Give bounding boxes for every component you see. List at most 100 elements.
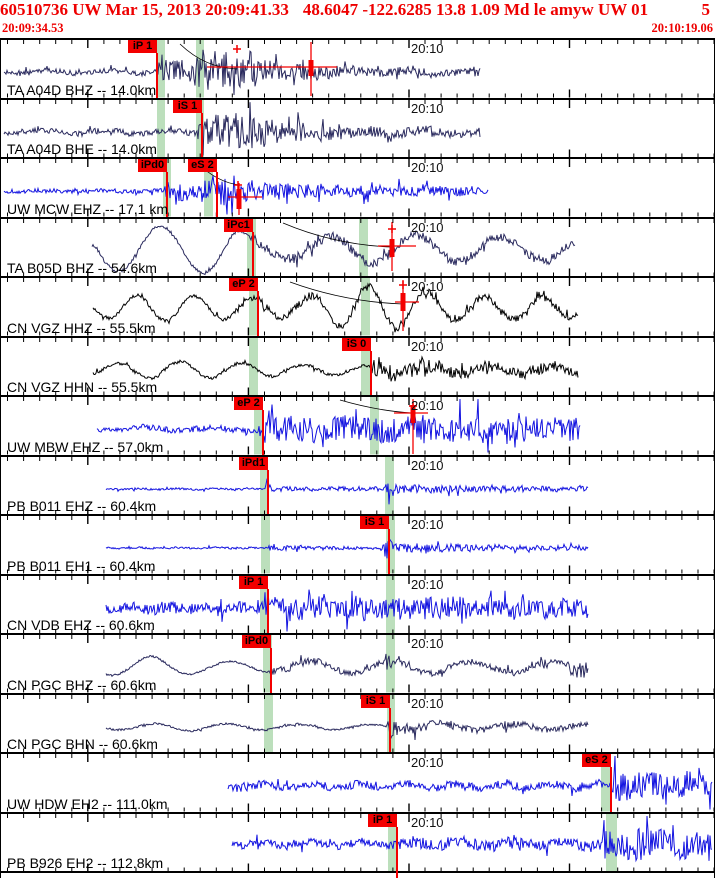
minute-time-label: 20:10	[411, 576, 444, 592]
waveform-trace	[105, 538, 589, 559]
minute-time-label: 20:10	[411, 398, 444, 413]
trace-panel[interactable]: eS 2 20:10 UW HDW EH2 -- 111.0km	[0, 752, 715, 812]
waveform-canvas[interactable]	[0, 99, 715, 158]
second-ticks	[7, 337, 715, 395]
waveform-trace	[105, 476, 589, 504]
waveform-canvas[interactable]	[0, 516, 715, 574]
trace-panel[interactable]: iP 1 20:10 TA A04D BHZ -- 14.0km	[0, 38, 715, 98]
station-label: CN PGC BHN -- 60.6km	[7, 736, 158, 752]
pick-flag[interactable]: iP 1	[128, 40, 157, 53]
pick-time-line[interactable]	[370, 350, 372, 395]
pick-time-line[interactable]	[201, 112, 203, 157]
ten-second-ticks	[87, 813, 571, 871]
ten-second-ticks	[87, 218, 571, 276]
phase-window-band	[359, 218, 368, 276]
pick-flag[interactable]: iS 0	[342, 337, 371, 351]
second-ticks	[7, 99, 715, 157]
pick-flag[interactable]: eP 2	[229, 278, 258, 291]
pick-flag[interactable]: eS 2	[582, 754, 611, 767]
second-ticks	[7, 159, 715, 217]
pick-time-line[interactable]	[216, 172, 218, 217]
coda-duration-marker[interactable]	[207, 42, 337, 96]
pick-time-line[interactable]	[389, 707, 391, 752]
pick-time-line[interactable]	[262, 410, 264, 455]
trace-panel[interactable]: iP 1 20:10 CN VDB EHZ -- 60.6km	[0, 573, 715, 634]
waveform-canvas[interactable]	[0, 337, 715, 396]
trace-panel[interactable]: iP 1 20:10 PB B926 EH2 -- 112.8km	[0, 811, 715, 878]
phase-window-band	[254, 397, 263, 455]
trace-panel[interactable]: eP 2 20:10 CN VGZ HHZ -- 55.5km	[0, 276, 715, 336]
waveform-trace	[227, 755, 713, 810]
waveform-trace	[92, 354, 579, 382]
trace-panel[interactable]: iPd0 eS 2 20:10 UW MCW EHZ -- 17.1 km	[0, 157, 715, 217]
waveform-canvas[interactable]	[0, 694, 715, 753]
second-ticks	[7, 456, 715, 514]
pick-flag[interactable]: iP 1	[239, 575, 268, 589]
phase-window-band	[261, 516, 270, 574]
trace-panel[interactable]: iPc1 20:10 TA B05D BHZ -- 54.6km	[0, 216, 715, 277]
pick-time-line[interactable]	[267, 588, 269, 633]
pick-flag[interactable]: iPd0	[138, 159, 167, 172]
pick-flag[interactable]: eP 2	[234, 397, 263, 410]
waveform-canvas[interactable]	[0, 40, 715, 98]
ten-second-ticks	[87, 575, 571, 633]
phase-window-band	[249, 278, 258, 336]
waveform-canvas[interactable]	[0, 159, 715, 217]
pick-time-line[interactable]	[388, 529, 390, 574]
pick-flag[interactable]: iP 1	[368, 813, 397, 827]
station-label: CN VGZ HHN -- 55.5km	[7, 379, 158, 395]
pick-flag[interactable]: eS 2	[188, 159, 217, 172]
trace-panel[interactable]: eP 2 20:10 UW MBW EHZ -- 57.0km	[0, 395, 715, 455]
pick-flag[interactable]: iS 1	[360, 516, 389, 529]
ten-second-ticks	[87, 516, 571, 574]
phase-window-band	[196, 99, 204, 157]
pick-time-line[interactable]	[166, 172, 168, 217]
trace-panel[interactable]: iPd0 20:10 CN PGC BHZ -- 60.6km	[0, 633, 715, 693]
trace-panel[interactable]: iS 1 20:10 TA A04D BHE -- 14.0km	[0, 97, 715, 158]
coda-duration-marker[interactable]	[394, 399, 428, 454]
second-ticks	[7, 575, 715, 633]
trace-panel[interactable]: iPd1 20:10 PB B011 EHZ -- 60.4km	[0, 454, 715, 514]
minute-time-label: 20:10	[411, 279, 444, 294]
phase-window-band	[361, 278, 370, 336]
trace-panel[interactable]: iS 1 20:10 PB B011 EH1 -- 60.4km	[0, 514, 715, 574]
pick-time-line[interactable]	[156, 53, 158, 98]
trace-panel[interactable]: iS 0 20:10 CN VGZ HHN -- 55.5km	[0, 335, 715, 396]
pick-time-line[interactable]	[267, 469, 269, 514]
bottom-time-axis	[0, 871, 715, 878]
pick-time-line[interactable]	[257, 291, 259, 336]
waveform-canvas[interactable]	[0, 218, 715, 277]
pick-flag[interactable]: iPd0	[242, 635, 271, 648]
coda-duration-marker[interactable]	[395, 280, 419, 331]
minute-time-label: 20:10	[411, 338, 444, 354]
second-ticks	[7, 635, 715, 693]
minute-time-label: 20:10	[411, 160, 444, 175]
pick-time-line[interactable]	[252, 231, 254, 276]
second-ticks	[7, 516, 715, 574]
waveform-canvas[interactable]	[0, 397, 715, 455]
pick-time-line[interactable]	[396, 826, 398, 878]
waveform-canvas[interactable]	[0, 575, 715, 634]
pick-time-line[interactable]	[610, 767, 612, 812]
station-label: UW HDW EH2 -- 111.0km	[7, 795, 168, 812]
pick-flag[interactable]: iPc1	[224, 218, 253, 232]
minute-time-label: 20:10	[411, 517, 444, 532]
pick-time-line[interactable]	[270, 648, 272, 693]
waveform-canvas[interactable]	[0, 813, 715, 872]
pick-flag[interactable]: iS 1	[173, 99, 202, 113]
second-ticks	[7, 694, 715, 752]
minute-time-label: 20:10	[411, 814, 444, 830]
trace-panel[interactable]: iS 1 20:10 CN PGC BHN -- 60.6km	[0, 692, 715, 753]
station-label: TA B05D BHZ -- 54.6km	[7, 260, 157, 276]
coda-duration-marker[interactable]	[228, 181, 262, 215]
waveform-canvas[interactable]	[0, 754, 715, 812]
coda-decay-curve	[289, 281, 404, 305]
minute-time-label: 20:10	[411, 100, 444, 116]
event-summary-line: 60510736 UW Mar 15, 2013 20:09:41.33 48.…	[0, 0, 715, 21]
pick-flag[interactable]: iS 1	[361, 694, 390, 708]
minute-time-label: 20:10	[411, 457, 444, 473]
coda-duration-marker[interactable]	[378, 221, 416, 271]
minute-time-label: 20:10	[411, 755, 444, 770]
phase-window-band	[260, 456, 268, 514]
pick-flag[interactable]: iPd1	[239, 456, 268, 470]
